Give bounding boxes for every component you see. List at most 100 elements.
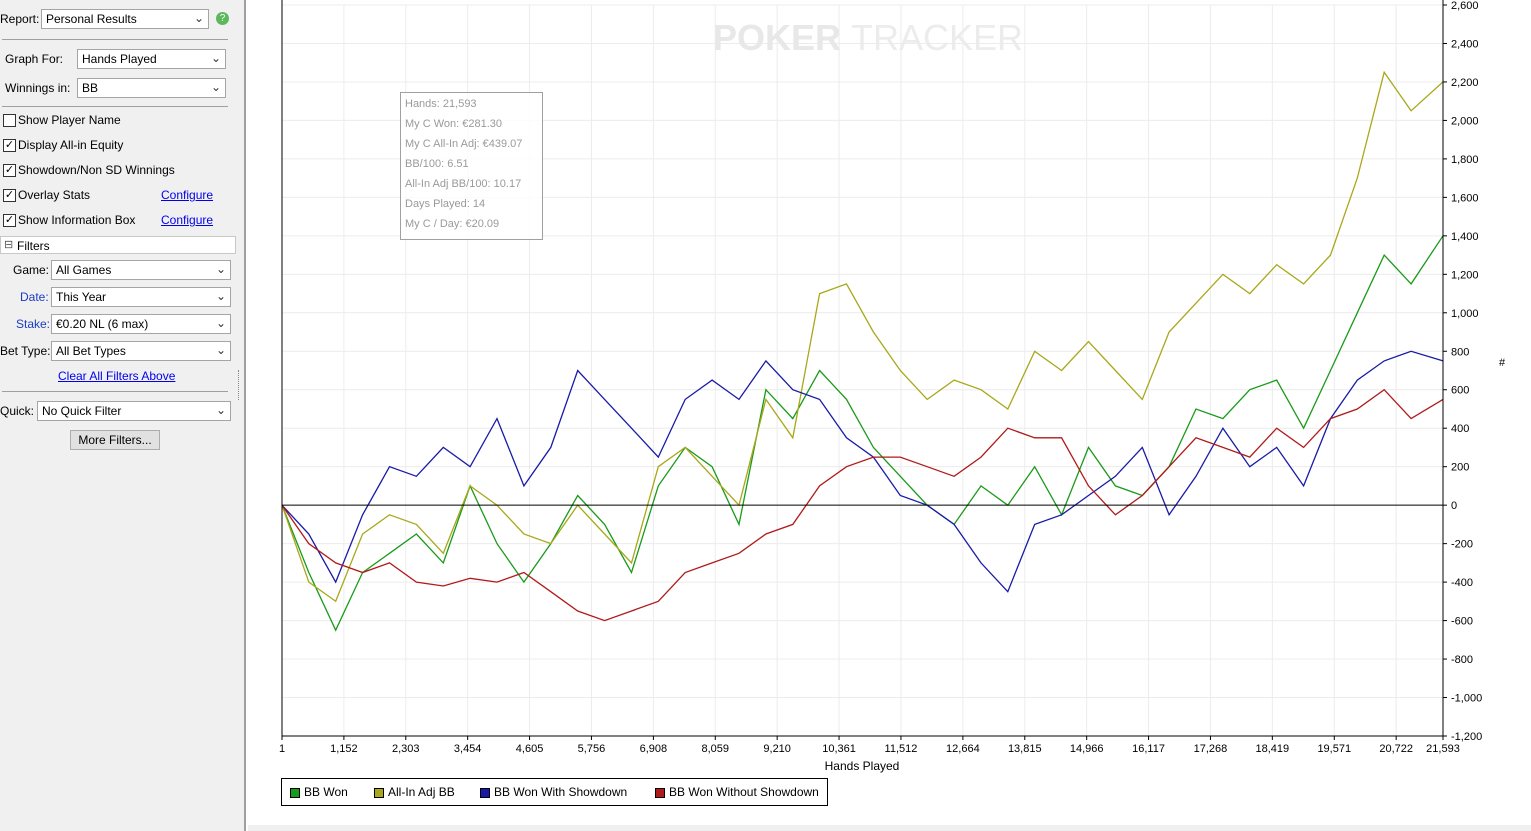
graph-for-dropdown[interactable]: Hands Played ⌄: [77, 49, 226, 69]
quick-filter-value: No Quick Filter: [42, 404, 122, 418]
y-tick-label: 400: [1451, 423, 1469, 435]
x-tick-label: 1: [279, 743, 285, 755]
report-label: Report:: [0, 12, 40, 26]
x-tick-label: 20,722: [1379, 743, 1413, 755]
right-axis-symbol: #: [1499, 357, 1506, 369]
quick-label: Quick:: [0, 404, 35, 418]
x-tick-label: 18,419: [1256, 743, 1290, 755]
watermark-poker: POKER: [713, 17, 841, 58]
filters-title: Filters: [17, 239, 50, 253]
clear-filters-link[interactable]: Clear All Filters Above: [58, 369, 176, 383]
bet-type-dropdown[interactable]: All Bet Types ⌄: [51, 341, 231, 361]
x-tick-label: 9,210: [763, 743, 791, 755]
date-dropdown[interactable]: This Year ⌄: [51, 287, 231, 307]
x-tick-label: 21,593: [1426, 743, 1460, 755]
configure-infobox-link[interactable]: Configure: [161, 213, 214, 227]
game-dropdown[interactable]: All Games ⌄: [51, 260, 231, 280]
show-player-name-checkbox[interactable]: [3, 114, 16, 127]
winnings-in-label: Winnings in:: [5, 81, 71, 95]
bet-type-value: All Bet Types: [56, 344, 126, 358]
bet-type-label: Bet Type:: [0, 344, 51, 358]
info-hands: Hands: 21,593: [405, 98, 477, 110]
configure-overlay-link[interactable]: Configure: [161, 188, 214, 202]
chart-legend: BB Won All-In Adj BB BB Won With Showdow…: [281, 778, 828, 806]
show-info-box-checkbox[interactable]: ✓: [3, 214, 16, 227]
show-info-box-label: Show Information Box: [18, 213, 136, 227]
legend-item: BB Won: [290, 785, 348, 799]
chevron-down-icon: ⌄: [215, 316, 226, 330]
y-tick-label: -1,000: [1451, 693, 1482, 705]
y-tick-label: 2,200: [1451, 77, 1479, 89]
legend-item: BB Won Without Showdown: [655, 785, 819, 799]
divider: [2, 106, 228, 107]
x-tick-label: 1,152: [330, 743, 358, 755]
chevron-down-icon: ⌄: [215, 343, 226, 357]
legend-swatch: [480, 787, 490, 798]
x-tick-label: 6,908: [640, 743, 668, 755]
chevron-down-icon: ⌄: [193, 11, 204, 25]
showdown-winnings-checkbox[interactable]: ✓: [3, 164, 16, 177]
y-tick-label: -1,200: [1451, 731, 1482, 743]
report-dropdown[interactable]: Personal Results ⌄: [41, 9, 209, 29]
y-tick-label: 1,000: [1451, 308, 1479, 320]
show-player-name-label: Show Player Name: [18, 113, 121, 127]
chevron-down-icon: ⌄: [210, 80, 221, 94]
grip-icon: [238, 370, 242, 400]
panel-splitter[interactable]: [238, 0, 246, 831]
legend-item: All-In Adj BB: [374, 785, 455, 799]
stake-label: Stake:: [16, 317, 51, 331]
series-layer: [281, 70, 1444, 632]
series-line: [281, 388, 1444, 622]
y-tick-label: 200: [1451, 462, 1469, 474]
x-tick-label: 2,303: [392, 743, 420, 755]
x-tick-label: 17,268: [1194, 743, 1228, 755]
x-tick-label: 8,059: [702, 743, 730, 755]
collapse-icon[interactable]: ⊟: [4, 239, 14, 251]
watermark-tracker: TRACKER: [851, 17, 1023, 58]
game-label: Game:: [13, 263, 50, 277]
chevron-down-icon: ⌄: [215, 262, 226, 276]
legend-swatch: [374, 787, 384, 798]
legend-label: All-In Adj BB: [388, 785, 455, 799]
legend-swatch: [290, 787, 300, 798]
x-tick-label: 13,815: [1008, 743, 1042, 755]
chevron-down-icon: ⌄: [210, 51, 221, 65]
overlay-stats-checkbox[interactable]: ✓: [3, 189, 16, 202]
y-tick-label: 2,600: [1451, 0, 1479, 12]
more-filters-button[interactable]: More Filters...: [70, 430, 160, 450]
legend-item: BB Won With Showdown: [480, 785, 627, 799]
info-bb100: BB/100: 6.51: [405, 158, 469, 170]
x-tick-label: 19,571: [1317, 743, 1351, 755]
x-tick-label: 3,454: [454, 743, 482, 755]
info-won: My C Won: €281.30: [405, 118, 503, 130]
legend-swatch: [655, 787, 665, 798]
graph-for-value: Hands Played: [82, 52, 157, 66]
help-icon[interactable]: ?: [216, 12, 229, 25]
stake-dropdown[interactable]: €0.20 NL (6 max) ⌄: [51, 314, 231, 334]
y-tick-label: -600: [1451, 616, 1473, 628]
series-line: [281, 70, 1444, 603]
overlay-stats-label: Overlay Stats: [18, 188, 91, 202]
divider: [2, 391, 228, 392]
info-allin-adj: My C All-In Adj: €439.07: [405, 138, 523, 150]
display-allin-equity-checkbox[interactable]: ✓: [3, 139, 16, 152]
x-tick-label: 10,361: [822, 743, 856, 755]
x-tick-label: 16,117: [1132, 743, 1165, 755]
chevron-down-icon: ⌄: [215, 289, 226, 303]
info-days: Days Played: 14: [405, 198, 486, 210]
winnings-in-dropdown[interactable]: BB ⌄: [77, 78, 226, 98]
showdown-winnings-label: Showdown/Non SD Winnings: [18, 163, 175, 177]
y-tick-label: 600: [1451, 385, 1469, 397]
display-allin-equity-label: Display All-in Equity: [18, 138, 124, 152]
y-tick-label: 1,400: [1451, 231, 1479, 243]
info-per-day: My C / Day: €20.09: [405, 218, 500, 230]
y-tick-label: 1,200: [1451, 269, 1479, 281]
y-tick-label: 1,800: [1451, 154, 1479, 166]
quick-filter-dropdown[interactable]: No Quick Filter ⌄: [37, 401, 231, 421]
x-tick-label: 14,966: [1070, 743, 1104, 755]
status-strip: [248, 825, 1531, 831]
filters-header[interactable]: ⊟ Filters: [0, 236, 236, 254]
y-tick-label: 0: [1451, 500, 1457, 512]
y-tick-label: -800: [1451, 654, 1473, 666]
legend-label: BB Won: [304, 785, 348, 799]
